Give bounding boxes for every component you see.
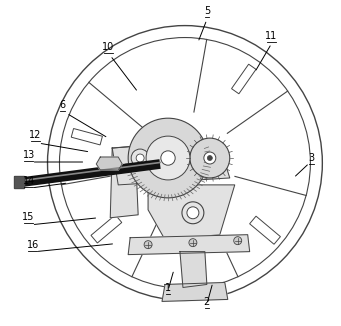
Circle shape: [128, 118, 208, 198]
Polygon shape: [14, 176, 24, 188]
Text: 13: 13: [23, 150, 35, 160]
Circle shape: [207, 156, 212, 160]
Text: 2: 2: [204, 297, 210, 307]
Text: 10: 10: [102, 42, 114, 52]
Circle shape: [161, 151, 175, 165]
Circle shape: [190, 138, 230, 178]
Circle shape: [131, 149, 149, 167]
Circle shape: [204, 152, 216, 164]
Text: 5: 5: [204, 6, 210, 16]
Polygon shape: [110, 146, 138, 218]
Text: 3: 3: [308, 153, 314, 163]
Polygon shape: [180, 252, 207, 288]
Text: 6: 6: [59, 100, 65, 110]
Polygon shape: [128, 235, 250, 255]
Polygon shape: [112, 140, 230, 185]
Polygon shape: [96, 157, 122, 170]
Circle shape: [146, 136, 190, 180]
Text: 1: 1: [165, 283, 171, 293]
Text: 14: 14: [23, 176, 35, 186]
Polygon shape: [162, 283, 228, 302]
Text: 15: 15: [23, 212, 35, 222]
Circle shape: [136, 154, 144, 162]
Circle shape: [189, 239, 197, 247]
Text: 11: 11: [265, 31, 278, 40]
Circle shape: [187, 207, 199, 219]
Circle shape: [234, 237, 242, 244]
Circle shape: [144, 241, 152, 249]
Text: 12: 12: [29, 130, 42, 140]
Text: 16: 16: [27, 240, 39, 250]
Circle shape: [182, 202, 204, 224]
Polygon shape: [148, 185, 235, 240]
